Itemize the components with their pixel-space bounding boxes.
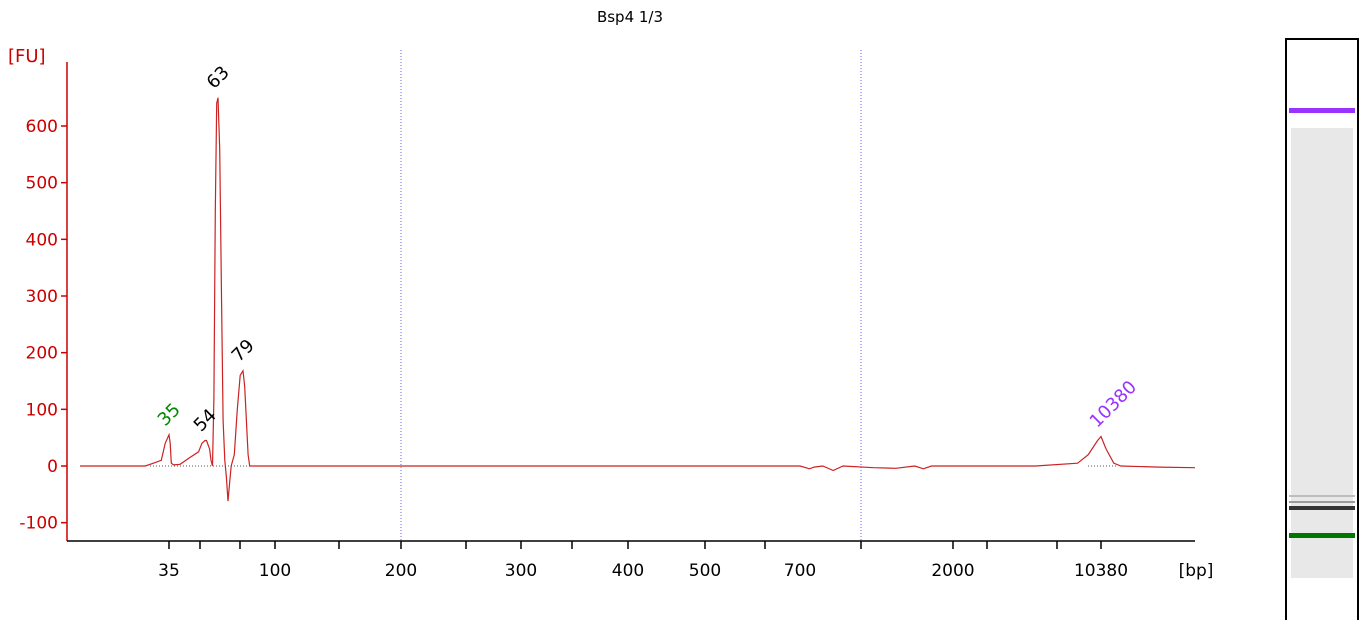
gel-band [1289,505,1355,510]
x-tick-label: 10380 [1074,561,1128,581]
x-tick-label: 400 [612,561,644,581]
x-tick-label: 100 [259,561,291,581]
x-axis-label: [bp] [1179,561,1214,581]
peak-label: 63 [203,62,234,93]
y-tick-label: 0 [47,457,58,477]
x-tick-label: 2000 [931,561,974,581]
peak-label: 54 [190,405,221,436]
x-tick-label: 700 [784,561,816,581]
peak-label: 35 [154,399,185,430]
gel-band [1289,500,1355,503]
y-tick-label: 100 [26,400,58,420]
gel-band [1289,533,1355,539]
peak-label: 79 [228,335,259,366]
x-tick-label: 500 [689,561,721,581]
y-axis-label: [FU] [8,46,46,67]
y-tick-label: 400 [26,230,58,250]
x-tick-label: 300 [505,561,537,581]
gel-lane-background [1291,128,1353,578]
electropherogram-plot: -100 0 100 200 300 400 500 600 [FU] 35 100 200 300 40… [8,46,1214,581]
gel-band [1289,495,1355,498]
peak-label: 10380 [1086,377,1141,432]
gel-band [1289,108,1355,114]
y-tick-label: 300 [26,287,58,307]
y-tick-label: -100 [19,514,58,534]
gel-lane [1285,38,1359,620]
y-tick-label: 200 [26,344,58,364]
trace-line [80,97,1196,502]
y-tick-label: 500 [26,174,58,194]
chart-title: Bsp4 1/3 [596,8,664,26]
x-tick-label: 200 [385,561,417,581]
y-tick-label: 600 [26,117,58,137]
x-tick-label: 35 [158,561,180,581]
